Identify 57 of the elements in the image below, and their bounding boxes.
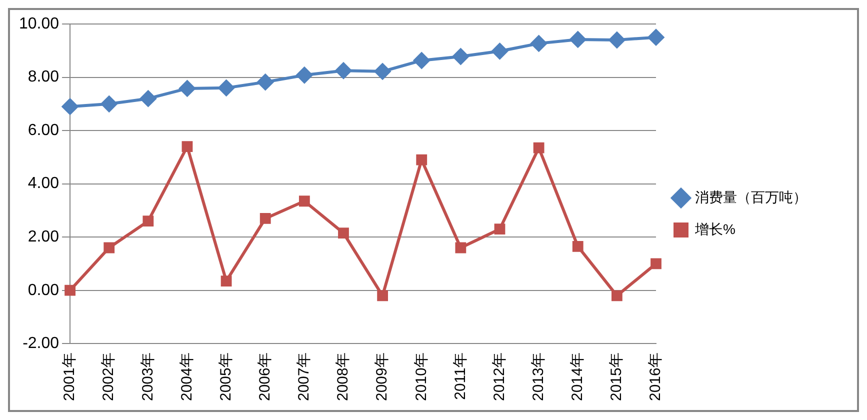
point <box>298 196 310 207</box>
point <box>100 95 118 112</box>
x-tick-label: 2010年 <box>412 352 430 402</box>
point <box>572 240 584 252</box>
x-tick-label: 2009年 <box>374 352 391 402</box>
point <box>377 290 388 302</box>
x-tick-label: 2005年 <box>217 352 234 402</box>
point <box>62 98 79 116</box>
y-tick-label: 10.00 <box>18 15 60 32</box>
point <box>260 212 271 224</box>
x-tick-label: 2003年 <box>139 352 156 402</box>
point <box>494 224 506 235</box>
x-tick-label: 2016年 <box>647 352 664 402</box>
point <box>64 284 76 296</box>
point <box>491 42 508 60</box>
y-tick-label: 8.00 <box>28 68 60 86</box>
point <box>140 90 157 108</box>
y-tick-label: -2.00 <box>22 335 60 352</box>
point <box>218 79 235 96</box>
x-tick-label: 2013年 <box>530 352 547 402</box>
point <box>608 31 626 48</box>
x-tick-label: 2007年 <box>296 352 313 402</box>
point <box>452 48 470 65</box>
point <box>416 154 428 166</box>
point <box>296 66 313 84</box>
point <box>220 276 232 286</box>
legend-label: 增长% <box>694 220 736 237</box>
point <box>178 80 196 97</box>
x-tick-label: 2006年 <box>256 352 274 402</box>
x-tick-label: 2011年 <box>452 352 469 400</box>
legend-label: 消费量（百万吨） <box>695 188 807 205</box>
x-tick-label: 2008年 <box>334 352 352 402</box>
point <box>533 142 544 154</box>
y-tick-label: 0.00 <box>28 282 60 299</box>
point <box>374 62 392 80</box>
point <box>569 30 586 48</box>
y-tick-label: 2.00 <box>28 228 60 246</box>
point <box>182 141 193 152</box>
point <box>650 258 662 270</box>
x-tick-label: 2015年 <box>608 352 626 402</box>
point <box>142 216 154 227</box>
x-tick-label: 2014年 <box>569 352 586 402</box>
point <box>334 62 352 80</box>
point <box>648 28 664 46</box>
x-tick-label: 2004年 <box>178 352 196 402</box>
point <box>413 52 430 69</box>
point <box>611 290 622 302</box>
point <box>256 74 274 91</box>
point <box>455 242 466 254</box>
x-tick-label: 2002年 <box>100 352 118 402</box>
y-tick-label: 6.00 <box>28 122 60 139</box>
y-tick-label: 4.00 <box>28 175 60 192</box>
x-tick-label: 2012年 <box>490 352 508 402</box>
point <box>530 34 548 52</box>
point <box>338 228 349 239</box>
point <box>104 242 115 254</box>
x-tick-label: 2001年 <box>61 352 78 402</box>
